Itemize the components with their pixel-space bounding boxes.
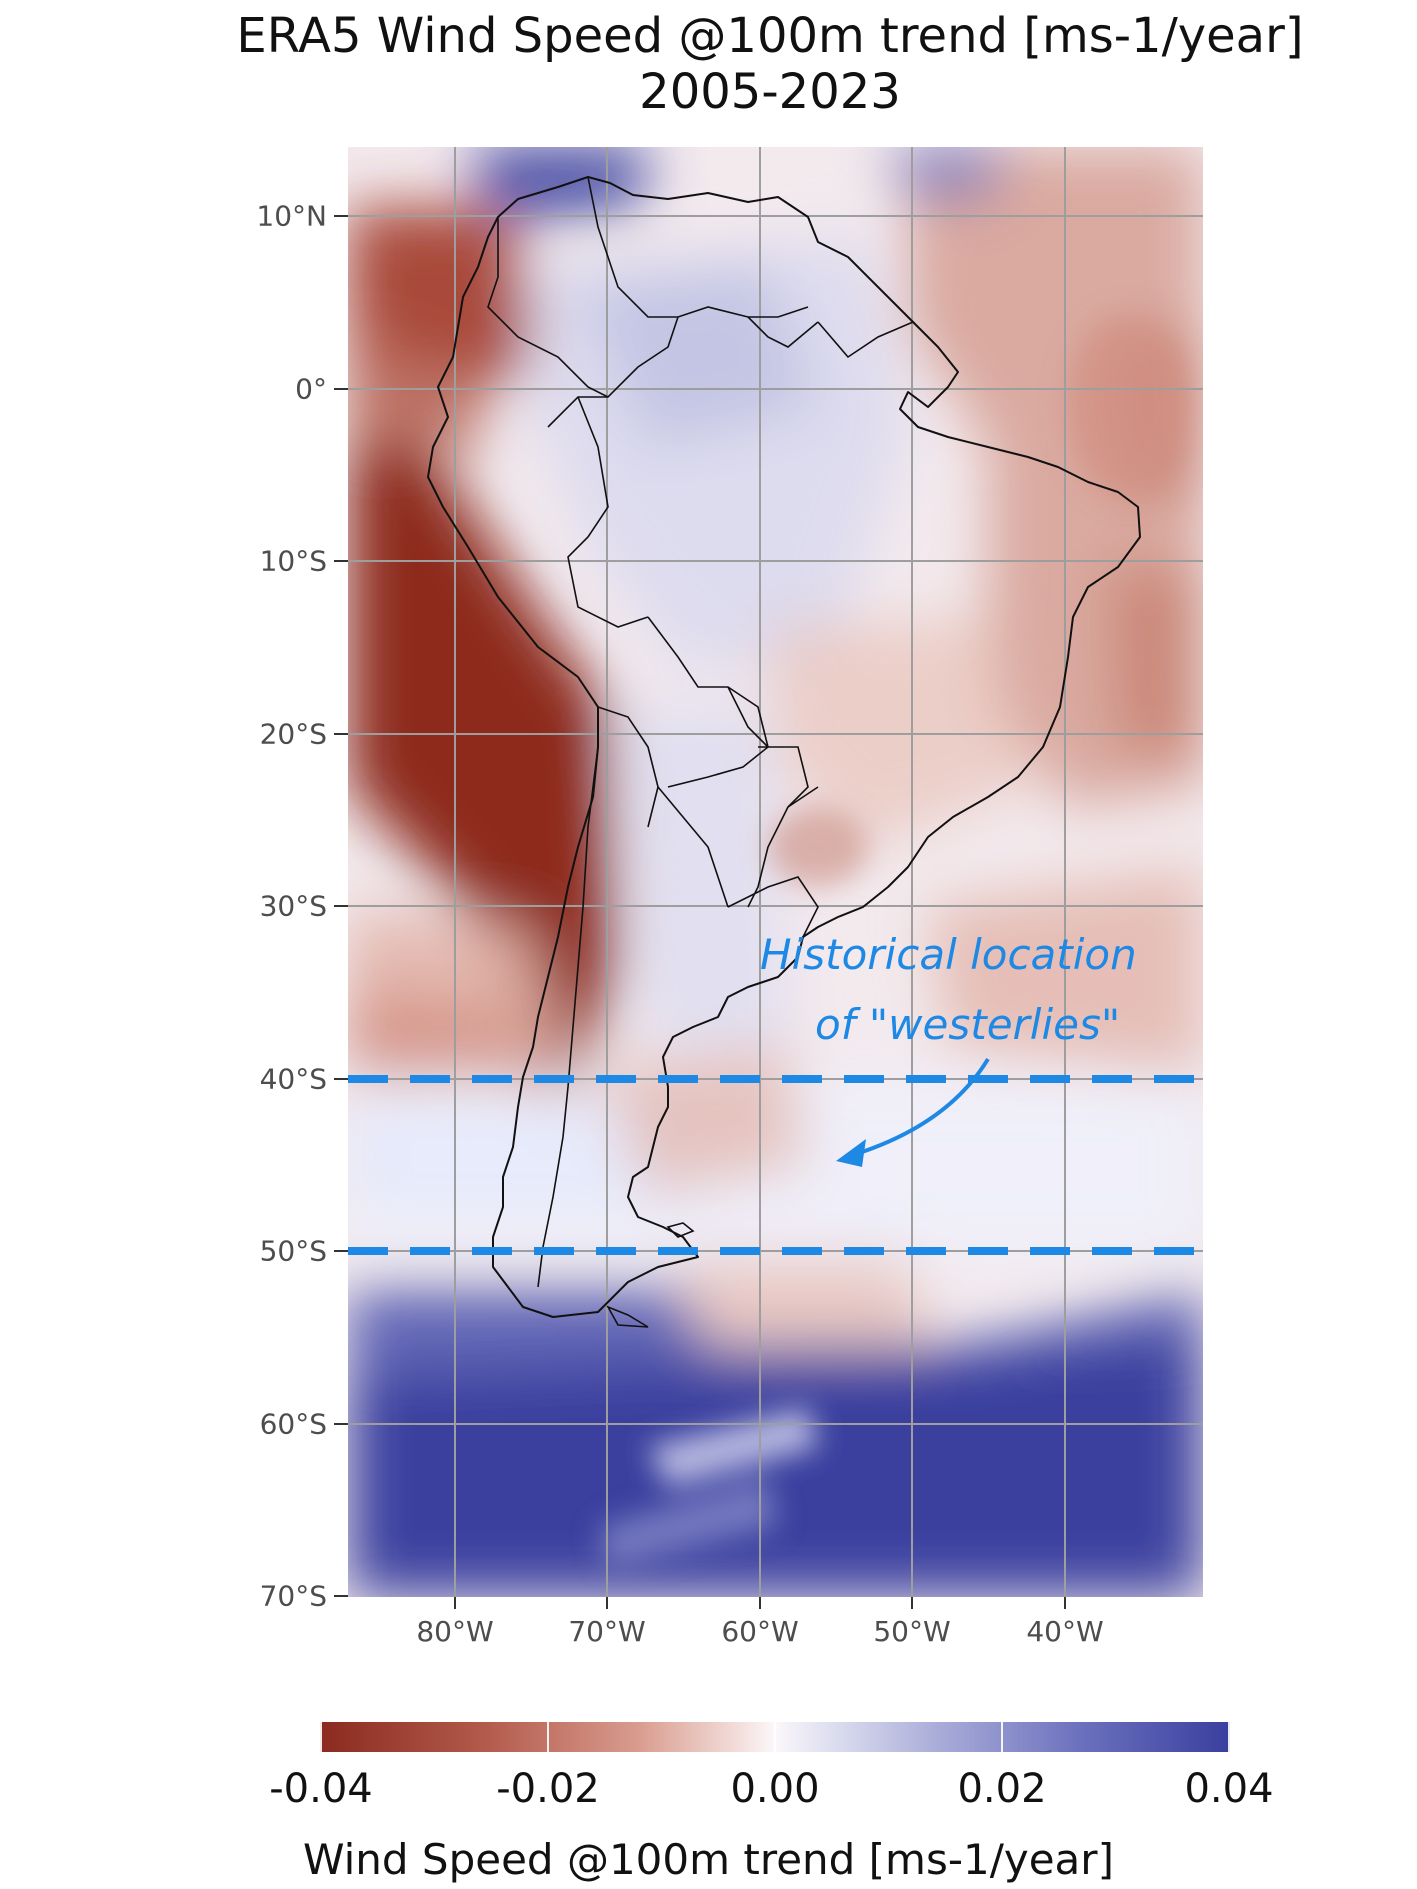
y-tick-label-40s: 40°S <box>259 1062 327 1096</box>
y-tick <box>334 215 348 217</box>
colorbar-tick <box>774 1722 776 1752</box>
map-panel <box>348 147 1203 1597</box>
y-tick <box>334 905 348 907</box>
graticule <box>348 147 1203 1597</box>
x-tick <box>911 1597 913 1609</box>
y-tick <box>334 1078 348 1080</box>
annotation-arrowhead <box>836 1139 866 1167</box>
y-tick-label-60s: 60°S <box>259 1407 327 1441</box>
x-tick <box>454 1597 456 1609</box>
falkland-islands-outline <box>666 1222 695 1238</box>
y-tick-label-70s: 70°S <box>259 1579 327 1613</box>
colorbar-tick <box>547 1722 549 1752</box>
y-tick-label-20s: 20°S <box>259 717 327 751</box>
y-tick-label-10n: 10°N <box>256 199 327 233</box>
x-tick-label-40w: 40°W <box>1026 1615 1104 1648</box>
y-tick-label-10s: 10°S <box>259 544 327 578</box>
colorbar-title: Wind Speed @100m trend [ms-1/year] <box>303 1835 1114 1884</box>
x-tick <box>759 1597 761 1609</box>
x-tick <box>1064 1597 1066 1609</box>
trend-field-detail <box>598 317 1188 1567</box>
y-tick <box>334 1250 348 1252</box>
map-title: ERA5 Wind Speed @100m trend [ms-1/year] <box>236 8 1304 64</box>
y-tick <box>334 388 348 390</box>
country-borders <box>487 176 914 1288</box>
y-tick <box>334 1595 348 1597</box>
colorbar-label-0-02: 0.02 <box>957 1766 1047 1812</box>
colorbar-tick <box>1228 1722 1230 1752</box>
colorbar-tick <box>320 1722 322 1752</box>
annotation-arrow <box>852 1057 990 1157</box>
map-subtitle-period: 2005-2023 <box>639 64 901 120</box>
y-tick <box>334 733 348 735</box>
y-tick-label-30s: 30°S <box>259 889 327 923</box>
tierra-del-fuego-outline <box>606 1305 649 1328</box>
x-tick-label-50w: 50°W <box>873 1615 951 1648</box>
annotation-line2: of "westerlies" <box>815 1000 1121 1049</box>
y-tick <box>334 560 348 562</box>
x-tick-label-70w: 70°W <box>568 1615 646 1648</box>
colorbar-label-neg-0-04: -0.04 <box>269 1766 373 1812</box>
y-tick <box>334 1423 348 1425</box>
colorbar-label-neg-0-02: -0.02 <box>496 1766 600 1812</box>
colorbar-tick <box>1001 1722 1003 1752</box>
x-tick-label-60w: 60°W <box>721 1615 799 1648</box>
y-tick-label-0: 0° <box>295 372 327 406</box>
annotation-line1: Historical location <box>760 930 1137 979</box>
x-tick-label-80w: 80°W <box>416 1615 494 1648</box>
colorbar-label-0-04: 0.04 <box>1184 1766 1274 1812</box>
colorbar-label-0-00: 0.00 <box>730 1766 820 1812</box>
x-tick <box>606 1597 608 1609</box>
y-tick-label-50s: 50°S <box>259 1234 327 1268</box>
map-canvas <box>348 147 1203 1597</box>
